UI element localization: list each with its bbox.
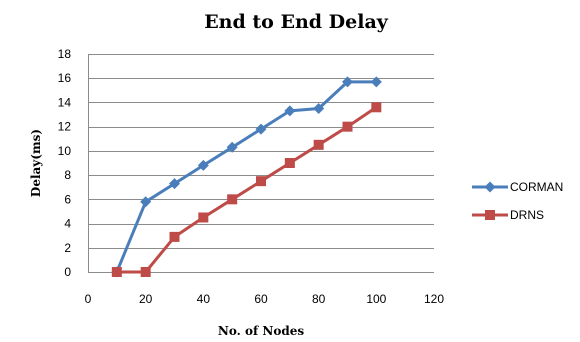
series-drns — [111, 102, 382, 277]
legend-item-drns: DRNS — [472, 208, 544, 222]
data-point-drns — [140, 267, 151, 277]
chart-title: End to End Delay — [204, 11, 389, 33]
y-tick-label: 16 — [58, 71, 72, 85]
x-tick-label: 40 — [197, 292, 211, 306]
series-layer — [111, 76, 382, 278]
series-corman — [111, 76, 382, 278]
data-point-drns — [227, 194, 238, 205]
x-axis-title: No. of Nodes — [218, 324, 304, 338]
y-tick-label: 10 — [58, 144, 72, 158]
axes — [88, 54, 434, 273]
x-tick-label: 20 — [139, 292, 153, 306]
y-tick-label: 2 — [64, 241, 71, 255]
data-point-corman — [197, 159, 209, 171]
data-point-drns — [111, 267, 122, 277]
legend-label: DRNS — [510, 208, 544, 222]
y-tick-label: 0 — [64, 265, 71, 279]
data-point-drns — [169, 231, 180, 242]
y-tick-label: 14 — [58, 95, 72, 109]
legend-item-corman: CORMAN — [472, 180, 563, 194]
x-tick-labels: 0 20 40 60 80 100 120 — [85, 292, 445, 306]
series-line-drns — [116, 106, 378, 274]
data-point-corman — [370, 76, 382, 88]
y-tick-label: 6 — [64, 192, 71, 206]
data-point-drns — [342, 121, 353, 132]
data-point-corman — [313, 103, 325, 114]
data-point-drns — [313, 139, 324, 150]
data-point-corman — [342, 76, 353, 88]
x-tick-label: 60 — [254, 292, 268, 306]
data-point-corman — [255, 123, 267, 135]
data-point-drns — [198, 212, 209, 223]
data-point-drns — [256, 176, 266, 187]
legend-swatch-marker — [485, 210, 495, 220]
y-tick-label: 8 — [64, 168, 71, 182]
legend-label: CORMAN — [510, 180, 563, 194]
series-line-corman — [115, 80, 377, 273]
data-point-drns — [284, 158, 295, 168]
x-tick-label: 80 — [312, 292, 326, 306]
data-point-corman — [226, 141, 238, 153]
y-tick-label: 12 — [58, 120, 72, 134]
legend-swatch-marker — [484, 181, 496, 193]
y-axis-title: Delay(ms) — [29, 129, 43, 197]
x-tick-label: 120 — [424, 292, 444, 306]
data-point-drns — [371, 102, 382, 113]
y-tick-label: 4 — [64, 217, 71, 231]
y-tick-labels: 0 2 4 6 8 10 12 14 16 18 — [58, 47, 72, 279]
x-tick-label: 0 — [85, 292, 92, 306]
data-point-corman — [169, 178, 180, 190]
x-tick-label: 100 — [366, 292, 386, 306]
legend: CORMAN DRNS — [472, 180, 563, 222]
data-point-corman — [140, 196, 152, 208]
y-tick-label: 18 — [58, 47, 72, 61]
data-point-corman — [284, 105, 296, 117]
